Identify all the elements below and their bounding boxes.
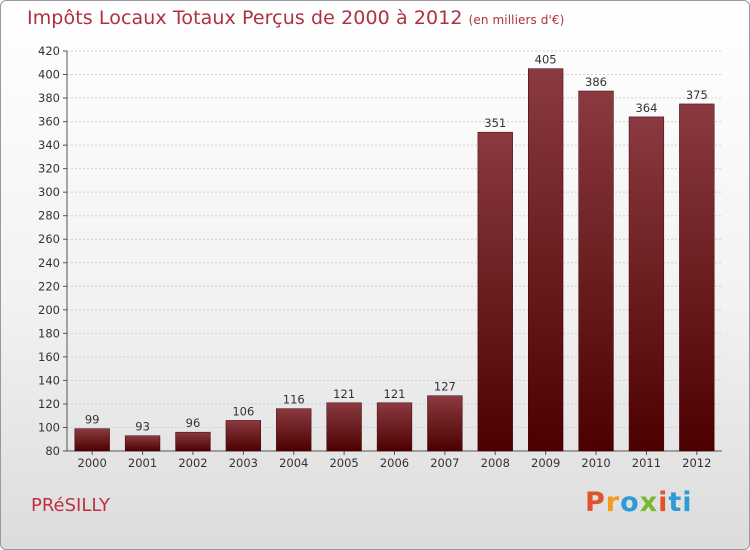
y-tick-label: 340	[38, 138, 60, 152]
bar	[528, 68, 564, 452]
x-tick-label: 2006	[380, 456, 409, 470]
x-tick-label: 2011	[632, 456, 661, 470]
chart-title-text: Impôts Locaux Totaux Perçus de 2000 à 20…	[27, 7, 463, 29]
x-tick-label: 2010	[581, 456, 610, 470]
y-tick-label: 80	[45, 444, 60, 458]
data-label: 364	[635, 101, 657, 115]
bar	[628, 116, 665, 452]
commune-name: PRéSILLY	[31, 495, 111, 516]
proxiti-logo: Proxiti	[585, 487, 693, 518]
data-label: 386	[585, 75, 607, 89]
y-tick-label: 380	[38, 91, 60, 105]
data-label: 121	[384, 387, 406, 401]
x-tick-label: 2005	[329, 456, 358, 470]
labels: 99 93 96 106 116 121 121 127 351 405 386 364 375	[85, 53, 708, 434]
data-label: 99	[85, 413, 100, 427]
y-tick-label: 200	[38, 303, 60, 317]
data-label: 351	[484, 116, 506, 130]
y-tick-label: 360	[38, 115, 60, 129]
x-tick-label: 2002	[178, 456, 207, 470]
logo-letter: ti	[668, 487, 693, 518]
x-tick-label: 2007	[430, 456, 459, 470]
grid-lines	[67, 50, 722, 428]
bar	[225, 420, 261, 452]
y-tick-label: 260	[38, 232, 60, 246]
bar	[175, 431, 211, 452]
logo-letter: r	[605, 487, 621, 518]
y-tick-label: 100	[38, 420, 60, 434]
data-label: 116	[283, 393, 305, 407]
y-tick-label: 220	[38, 279, 60, 293]
chart-title: Impôts Locaux Totaux Perçus de 2000 à 20…	[27, 7, 564, 29]
bar	[326, 402, 362, 452]
data-label: 405	[535, 53, 557, 67]
y-tick-label: 160	[38, 350, 60, 364]
logo-letter: x	[639, 487, 659, 518]
logo-letter: P	[585, 487, 606, 518]
x-tick-label: 2001	[128, 456, 157, 470]
y-tick-label: 300	[38, 185, 60, 199]
logo-letter: i	[658, 487, 669, 518]
y-tick-label: 280	[38, 209, 60, 223]
bar	[578, 90, 614, 452]
y-tick-label: 240	[38, 256, 60, 270]
x-tick-label: 2003	[229, 456, 258, 470]
chart-subtitle: (en milliers d'€)	[468, 13, 565, 27]
bar	[74, 428, 110, 452]
x-tick-label: 2004	[279, 456, 308, 470]
y-tick-label: 320	[38, 162, 60, 176]
data-label: 121	[333, 387, 355, 401]
data-label: 127	[434, 380, 456, 394]
x-tick-label: 2000	[78, 456, 107, 470]
data-label: 93	[135, 420, 150, 434]
y-tick-label: 400	[38, 68, 60, 82]
bar	[477, 131, 513, 452]
x-tick-label: 2009	[531, 456, 560, 470]
x-tick-label: 2012	[682, 456, 711, 470]
y-tick-label: 120	[38, 397, 60, 411]
bar	[427, 395, 463, 452]
bars	[74, 68, 715, 452]
bar	[679, 103, 715, 452]
bar	[124, 435, 161, 452]
logo-letter: o	[620, 487, 640, 518]
data-label: 106	[232, 404, 254, 418]
bar	[276, 408, 312, 452]
y-tick-label: 420	[38, 44, 60, 58]
data-label: 96	[186, 416, 201, 430]
y-tick-label: 180	[38, 326, 60, 340]
data-label: 375	[686, 88, 708, 102]
y-tick-label: 140	[38, 373, 60, 387]
x-tick-label: 2008	[481, 456, 510, 470]
bar	[376, 402, 413, 452]
